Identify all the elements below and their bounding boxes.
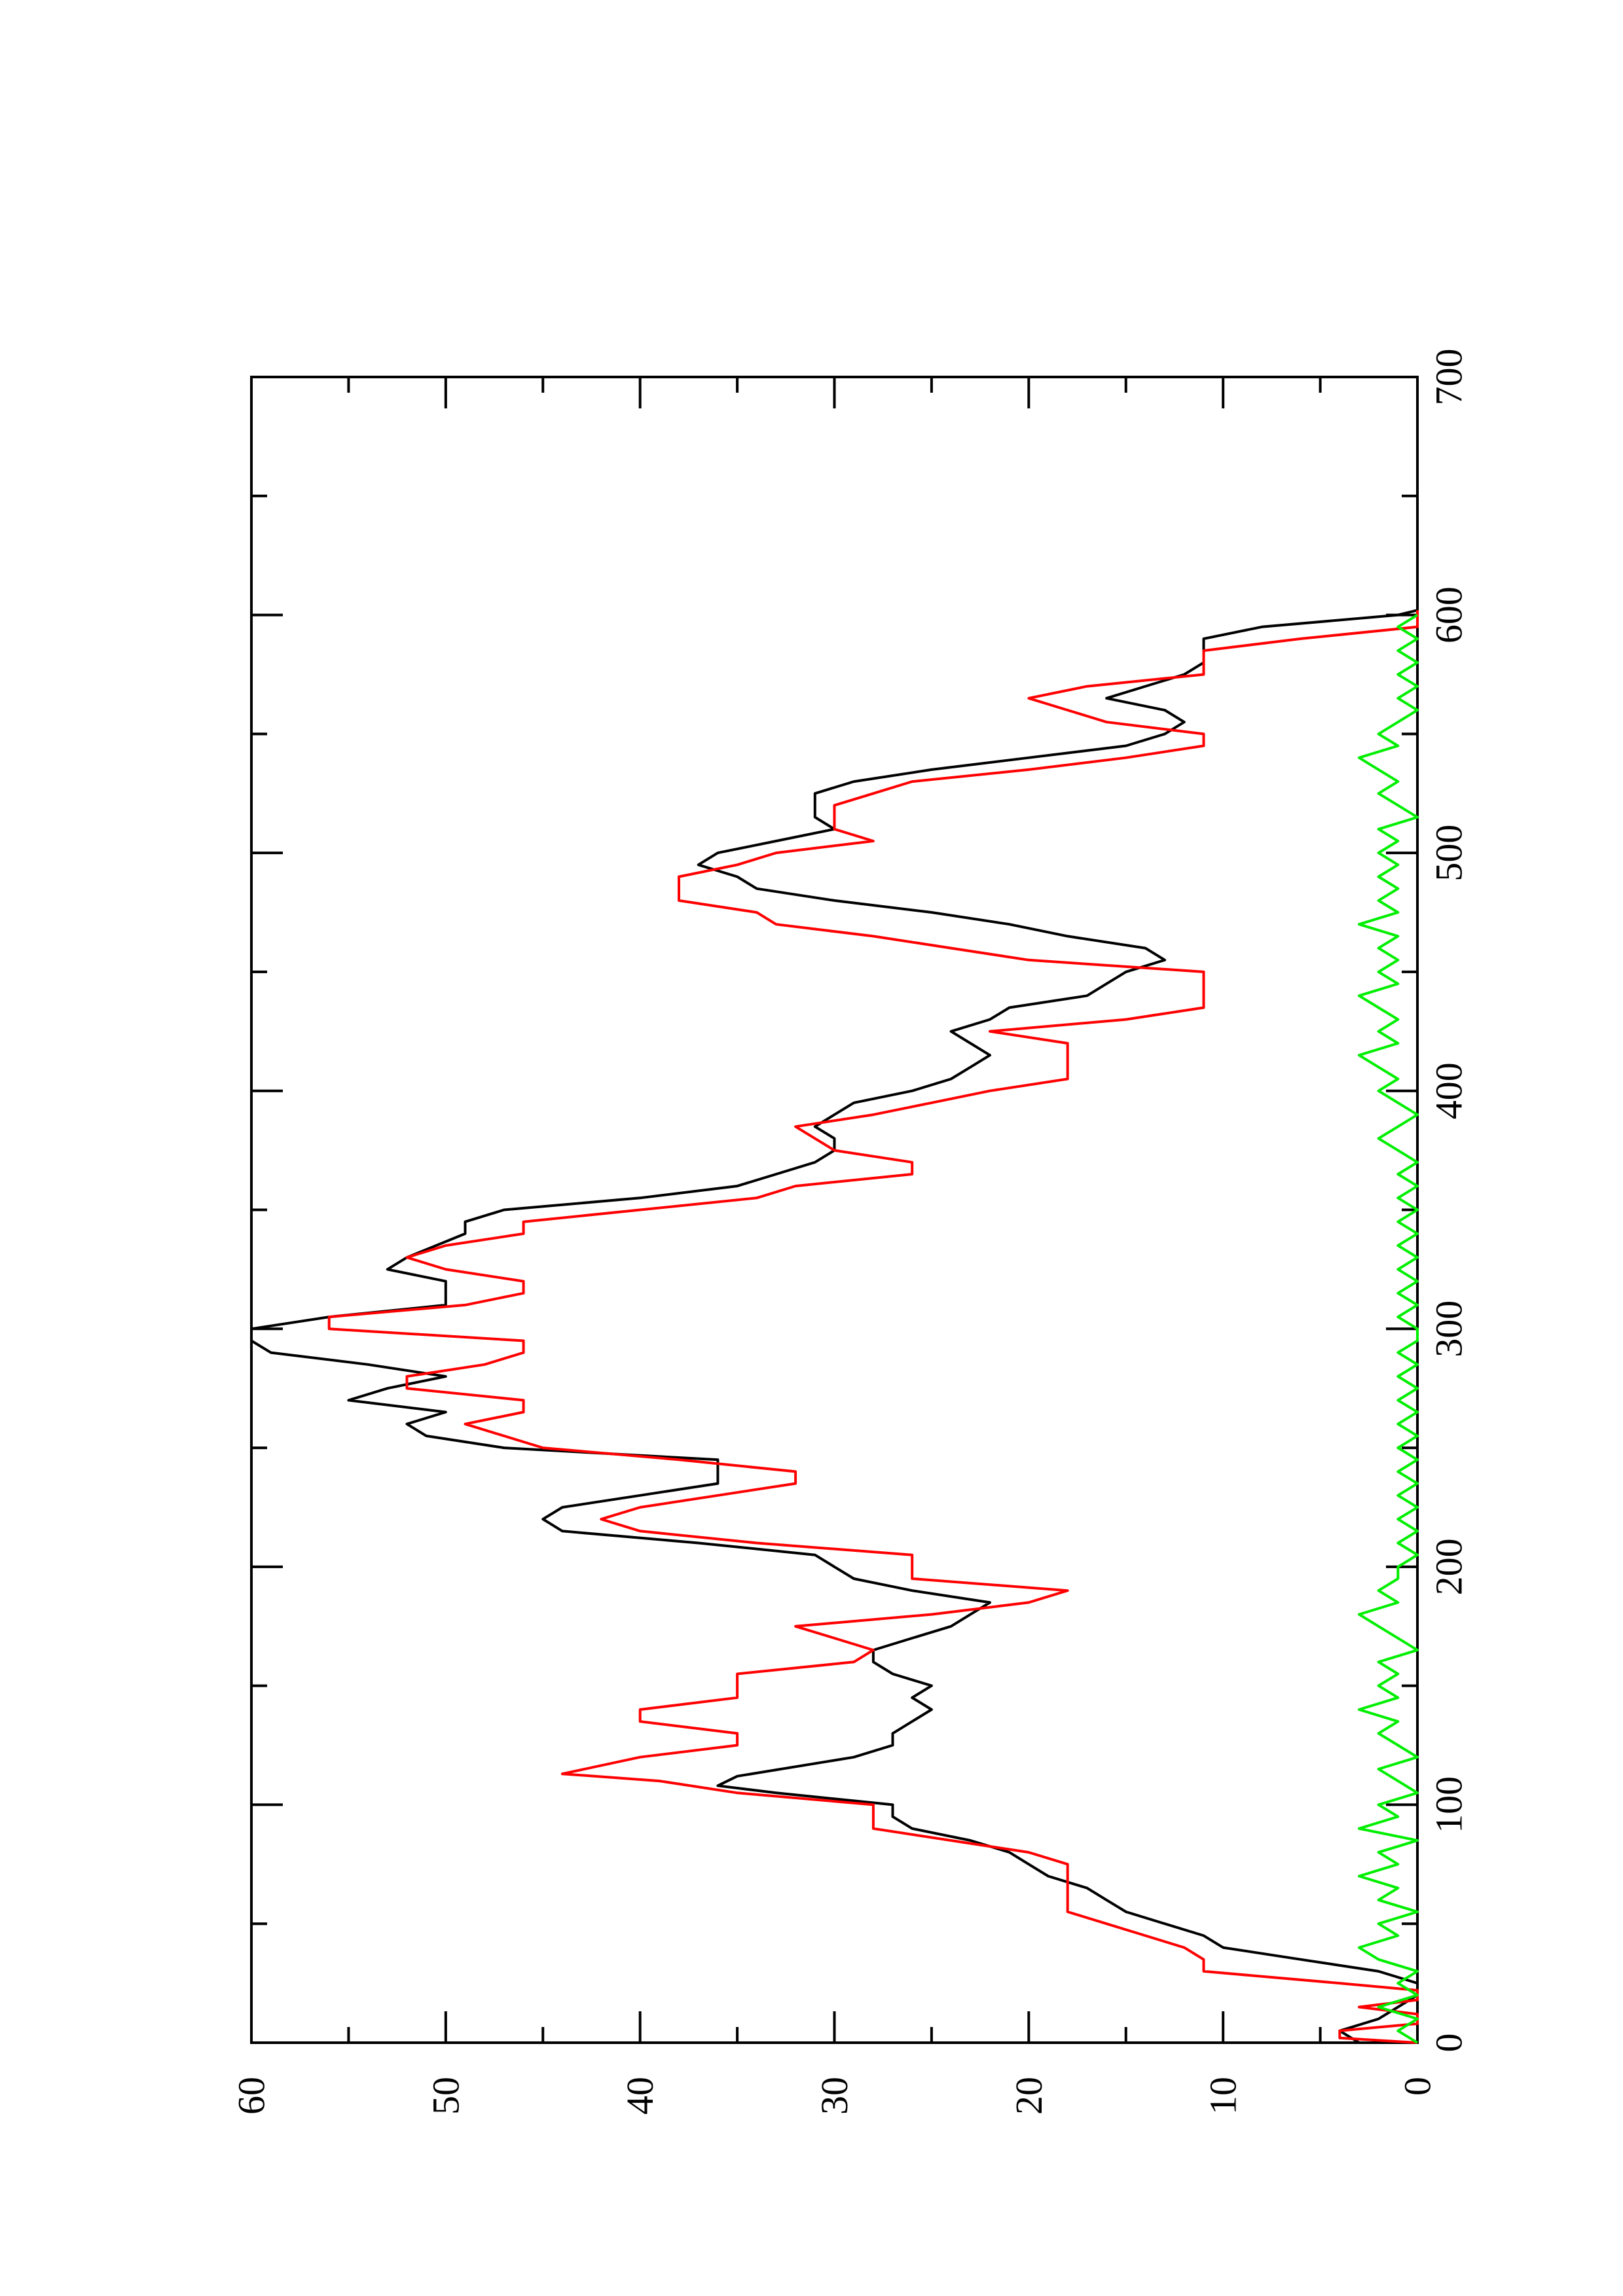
x-tick-label: 100 [1428, 1776, 1470, 1833]
y-tick-label: 60 [230, 2077, 273, 2115]
x-tick-label: 300 [1428, 1300, 1470, 1357]
y-tick-label: 0 [1396, 2077, 1439, 2096]
x-tick-label: 0 [1428, 2034, 1470, 2053]
y-tick-label: 30 [813, 2077, 856, 2115]
y-tick-label: 20 [1008, 2077, 1050, 2115]
y-tick-label: 10 [1202, 2077, 1245, 2115]
series-line-3 [1357, 613, 1419, 2044]
y-tick-label: 50 [424, 2077, 467, 2115]
axis-ticks [250, 376, 1419, 2044]
plot-frame [250, 376, 1419, 2044]
x-tick-label: 600 [1428, 586, 1470, 643]
x-tick-label: 200 [1428, 1538, 1470, 1595]
series-line-1 [250, 609, 1419, 2044]
x-tick-label: 500 [1428, 825, 1470, 882]
x-tick-label: 700 [1428, 349, 1470, 406]
x-tick-label: 400 [1428, 1062, 1470, 1119]
y-tick-label: 40 [619, 2077, 661, 2115]
series-layer [250, 609, 1419, 2044]
series-line-2 [327, 610, 1419, 2044]
axis-tick-labels: 0 100 200 300 400 500 600 700 0 10 20 30 40 50 60 [230, 349, 1470, 2115]
